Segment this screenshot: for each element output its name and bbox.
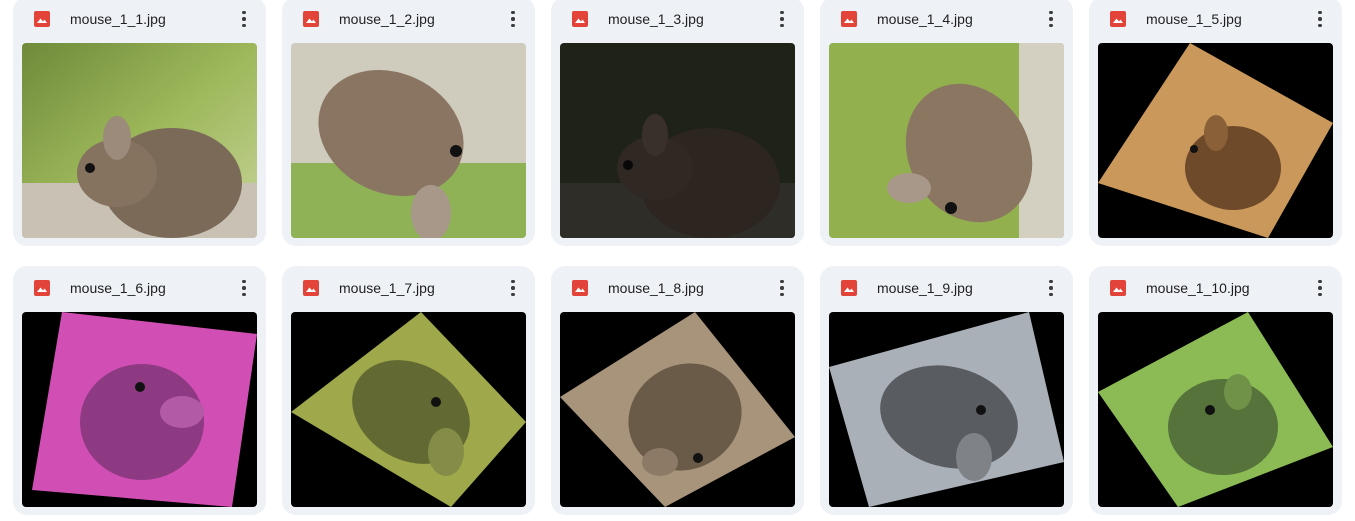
- file-card-mouse-1-10[interactable]: mouse_1_10.jpg: [1089, 266, 1342, 515]
- image-thumbnail[interactable]: [560, 312, 795, 507]
- file-card-header: mouse_1_7.jpg: [282, 266, 535, 310]
- more-vert-icon[interactable]: [232, 6, 256, 32]
- file-card-header: mouse_1_5.jpg: [1089, 0, 1342, 41]
- file-card-mouse-1-7[interactable]: mouse_1_7.jpg: [282, 266, 535, 515]
- file-card-header: mouse_1_6.jpg: [13, 266, 266, 310]
- image-thumbnail[interactable]: [22, 43, 257, 238]
- more-vert-icon[interactable]: [1308, 6, 1332, 32]
- image-file-icon: [34, 11, 50, 27]
- image-file-icon: [1110, 11, 1126, 27]
- image-thumbnail[interactable]: [22, 312, 257, 507]
- image-file-icon: [303, 11, 319, 27]
- file-grid: mouse_1_1.jpg mo: [13, 0, 1342, 521]
- file-card-header: mouse_1_3.jpg: [551, 0, 804, 41]
- image-thumbnail[interactable]: [1098, 43, 1333, 238]
- more-vert-icon[interactable]: [1039, 275, 1063, 301]
- file-name: mouse_1_2.jpg: [339, 11, 435, 27]
- image-file-icon: [841, 280, 857, 296]
- more-vert-icon[interactable]: [770, 275, 794, 301]
- file-name: mouse_1_5.jpg: [1146, 11, 1242, 27]
- file-name: mouse_1_6.jpg: [70, 280, 166, 296]
- more-vert-icon[interactable]: [501, 6, 525, 32]
- file-name: mouse_1_1.jpg: [70, 11, 166, 27]
- file-card-mouse-1-1[interactable]: mouse_1_1.jpg: [13, 0, 266, 246]
- image-thumbnail[interactable]: [291, 312, 526, 507]
- image-thumbnail[interactable]: [829, 43, 1064, 238]
- image-thumbnail[interactable]: [560, 43, 795, 238]
- image-file-icon: [572, 11, 588, 27]
- file-card-header: mouse_1_1.jpg: [13, 0, 266, 41]
- file-card-header: mouse_1_4.jpg: [820, 0, 1073, 41]
- file-card-mouse-1-3[interactable]: mouse_1_3.jpg: [551, 0, 804, 246]
- more-vert-icon[interactable]: [232, 275, 256, 301]
- file-card-header: mouse_1_2.jpg: [282, 0, 535, 41]
- file-card-mouse-1-4[interactable]: mouse_1_4.jpg: [820, 0, 1073, 246]
- file-card-header: mouse_1_10.jpg: [1089, 266, 1342, 310]
- image-file-icon: [1110, 280, 1126, 296]
- file-card-mouse-1-5[interactable]: mouse_1_5.jpg: [1089, 0, 1342, 246]
- file-name: mouse_1_3.jpg: [608, 11, 704, 27]
- image-thumbnail[interactable]: [291, 43, 526, 238]
- file-card-mouse-1-2[interactable]: mouse_1_2.jpg: [282, 0, 535, 246]
- file-name: mouse_1_8.jpg: [608, 280, 704, 296]
- file-card-header: mouse_1_9.jpg: [820, 266, 1073, 310]
- more-vert-icon[interactable]: [1039, 6, 1063, 32]
- image-thumbnail[interactable]: [829, 312, 1064, 507]
- file-card-mouse-1-9[interactable]: mouse_1_9.jpg: [820, 266, 1073, 515]
- file-name: mouse_1_10.jpg: [1146, 280, 1250, 296]
- image-file-icon: [34, 280, 50, 296]
- file-card-mouse-1-6[interactable]: mouse_1_6.jpg: [13, 266, 266, 515]
- file-name: mouse_1_7.jpg: [339, 280, 435, 296]
- file-card-header: mouse_1_8.jpg: [551, 266, 804, 310]
- more-vert-icon[interactable]: [501, 275, 525, 301]
- more-vert-icon[interactable]: [1308, 275, 1332, 301]
- file-card-mouse-1-8[interactable]: mouse_1_8.jpg: [551, 266, 804, 515]
- image-file-icon: [572, 280, 588, 296]
- more-vert-icon[interactable]: [770, 6, 794, 32]
- image-thumbnail[interactable]: [1098, 312, 1333, 507]
- image-file-icon: [841, 11, 857, 27]
- file-name: mouse_1_9.jpg: [877, 280, 973, 296]
- file-name: mouse_1_4.jpg: [877, 11, 973, 27]
- image-file-icon: [303, 280, 319, 296]
